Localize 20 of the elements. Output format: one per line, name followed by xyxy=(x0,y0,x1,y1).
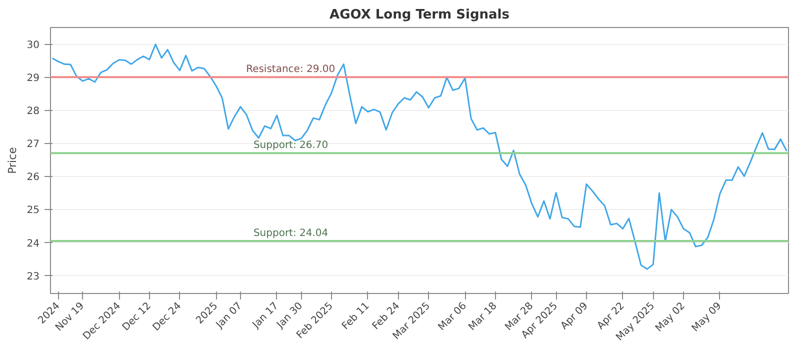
y-tick-label: 24 xyxy=(26,238,40,250)
x-tick-label: Apr 09 xyxy=(559,300,590,332)
x-tick-label: Mar 06 xyxy=(436,300,469,333)
y-tick-label: 25 xyxy=(26,205,40,216)
ref-line-label: Support: 24.04 xyxy=(253,228,328,239)
y-tick-label: 23 xyxy=(26,271,40,282)
y-tick-label: 27 xyxy=(26,139,40,150)
ref-line-label: Support: 26.70 xyxy=(253,140,328,152)
x-tick-label: Mar 18 xyxy=(466,300,500,333)
x-tick-label: Feb 11 xyxy=(340,300,372,332)
y-tick-label: 30 xyxy=(26,40,40,52)
x-tick-label: Dec 24 xyxy=(150,300,184,334)
y-tick-label: 29 xyxy=(26,73,40,84)
y-axis-title: Price xyxy=(6,146,19,174)
chart-title: AGOX Long Term Signals xyxy=(330,8,510,22)
y-tick-label: 28 xyxy=(26,106,40,118)
ref-line-label: Resistance: 29.00 xyxy=(246,64,336,76)
x-tick-label: Dec 12 xyxy=(120,300,154,334)
line-series xyxy=(52,44,788,270)
y-tick-label: 26 xyxy=(26,172,40,184)
